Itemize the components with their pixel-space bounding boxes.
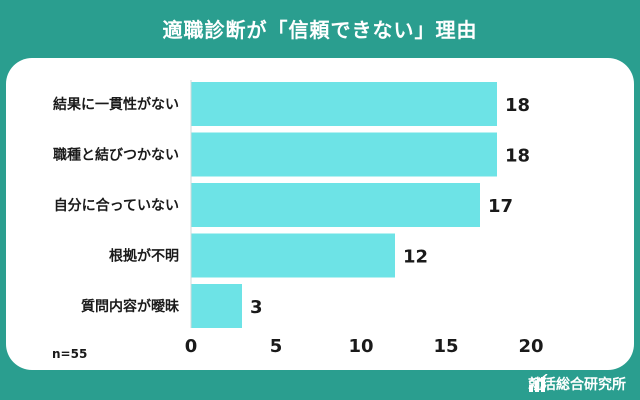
bar — [191, 183, 480, 227]
x-tick-label: 5 — [270, 336, 283, 357]
category-label: 結果に一貫性がない — [53, 96, 179, 113]
bar — [191, 233, 395, 278]
bar — [191, 132, 497, 177]
data-label: 12 — [403, 247, 428, 268]
category-label: 職種と結びつかない — [53, 147, 179, 164]
brand-name: 就活総合研究所 — [528, 377, 626, 393]
category-label: 自分に合っていない — [54, 197, 179, 214]
data-label: 3 — [250, 297, 263, 318]
x-tick-label: 0 — [185, 336, 198, 357]
data-label: 17 — [488, 196, 513, 217]
x-tick-label: 20 — [518, 336, 543, 357]
data-label: 18 — [505, 146, 530, 167]
brand-footer: 就活総合研究所 — [528, 374, 626, 394]
bar — [191, 284, 242, 328]
category-label: 根拠が不明 — [109, 248, 179, 265]
x-tick-label: 15 — [433, 336, 458, 357]
x-tick-label: 10 — [348, 336, 373, 357]
sample-size-note: n=55 — [52, 347, 87, 361]
data-label: 18 — [505, 95, 530, 116]
category-label: 質問内容が曖昧 — [81, 298, 180, 315]
bar — [191, 82, 497, 126]
bar-chart-logo-icon — [528, 374, 548, 392]
chart-title: 適職診断が「信頼できない」理由 — [162, 18, 478, 42]
